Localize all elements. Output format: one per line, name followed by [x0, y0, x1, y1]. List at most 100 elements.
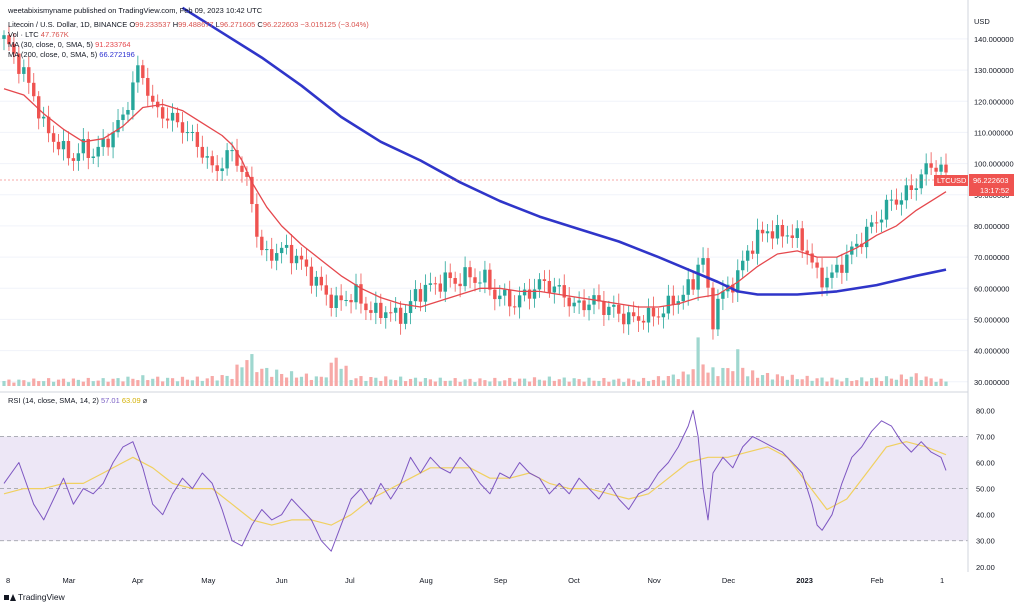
candle-body — [225, 150, 229, 169]
volume-bar — [716, 376, 720, 386]
volume-bar — [661, 380, 665, 386]
volume-bar — [116, 378, 120, 386]
rsi-tick-label: 50.00 — [976, 485, 995, 494]
candle-body — [175, 112, 180, 123]
candle-body — [557, 285, 561, 287]
volume-bar — [696, 337, 700, 386]
volume-bar — [706, 372, 710, 386]
price-tick-label: 30.000000 — [974, 378, 1009, 387]
volume-bar — [195, 376, 199, 386]
volume-bar — [418, 381, 423, 386]
volume-bar — [37, 381, 41, 386]
candle-body — [830, 272, 834, 278]
volume-bar — [622, 382, 626, 386]
candle-body — [354, 284, 358, 303]
volume-bar — [770, 379, 775, 386]
candle-body — [260, 236, 264, 251]
volume-bar — [691, 369, 695, 386]
candle-body — [265, 249, 269, 251]
volume-bar — [275, 369, 279, 386]
volume-bar — [681, 371, 685, 386]
candle-body — [294, 255, 299, 264]
volume-bar — [542, 380, 547, 386]
price-candles — [2, 25, 948, 340]
time-tick-label: Aug — [419, 576, 432, 585]
candle-body — [235, 150, 239, 166]
volume-bar — [914, 373, 918, 386]
volume-bar — [751, 370, 755, 386]
candle-body — [101, 138, 105, 147]
volume-bar — [810, 380, 814, 386]
volume-bar — [537, 379, 542, 386]
candle-body — [512, 306, 517, 308]
ma30-legend[interactable]: MA (30, close, 0, SMA, 5) 91.233764 — [8, 40, 131, 49]
volume-bar — [235, 364, 239, 386]
volume-bar — [215, 380, 219, 386]
candle-body — [884, 199, 889, 220]
candle-body — [205, 156, 209, 158]
candle-body — [215, 165, 219, 172]
volume-bar — [572, 378, 576, 386]
time-tick-label: Dec — [722, 576, 736, 585]
volume-bar — [577, 379, 581, 386]
candle-body — [626, 312, 631, 325]
volume-bar — [349, 379, 353, 386]
volume-bar — [785, 379, 789, 386]
candle-body — [116, 120, 120, 133]
volume-bar — [408, 378, 413, 386]
candle-body — [508, 289, 512, 307]
candle-body — [141, 65, 145, 78]
candle-body — [374, 302, 378, 313]
volume-bar — [731, 371, 735, 386]
time-tick-label: Feb — [871, 576, 884, 585]
candle-body — [572, 302, 576, 307]
volume-bar — [458, 381, 462, 386]
tradingview-footer[interactable]: TradingView — [4, 592, 65, 602]
candle-body — [46, 116, 51, 134]
volume-bar — [448, 380, 452, 386]
candle-body — [542, 279, 547, 281]
volume-bar — [205, 378, 209, 386]
volume-bar — [686, 374, 690, 386]
candle-body — [864, 226, 869, 248]
volume-bar — [369, 377, 373, 386]
volume-legend[interactable]: Vol · LTC 47.767K — [8, 30, 69, 39]
price-tick-label: 110.000000 — [974, 128, 1013, 137]
candle-body — [448, 272, 452, 279]
volume-bar — [522, 378, 527, 386]
ma200-legend[interactable]: MA (200, close, 0, SMA, 5) 66.272196 — [8, 50, 135, 59]
volume-bar — [765, 372, 770, 386]
candle-body — [37, 96, 41, 119]
candle-body — [498, 295, 502, 300]
volume-bar — [518, 378, 522, 386]
volume-bar — [180, 376, 185, 386]
volume-bar — [185, 379, 190, 386]
candle-body — [384, 312, 388, 319]
candle-body — [597, 295, 601, 302]
candle-body — [760, 229, 765, 234]
symbol-title[interactable]: Litecoin / U.S. Dollar, 1D, BINANCE — [8, 20, 128, 29]
candle-body — [304, 259, 309, 267]
candle-body — [825, 277, 829, 288]
volume-bar — [255, 372, 259, 386]
volume-bar — [413, 377, 418, 386]
candle-body — [2, 35, 6, 39]
candle-body — [840, 264, 844, 273]
volume-bar — [379, 380, 383, 386]
volume-bar — [175, 381, 180, 386]
time-tick-label: Jul — [345, 576, 355, 585]
symbol-line[interactable]: Litecoin / U.S. Dollar, 1D, BINANCE O99.… — [8, 20, 369, 29]
close-label: C — [257, 20, 263, 29]
volume-bar — [51, 381, 56, 386]
candle-body — [379, 302, 383, 319]
volume-bar — [944, 381, 948, 386]
rsi-legend[interactable]: RSI (14, close, SMA, 14, 2) 57.01 63.09 … — [8, 396, 147, 405]
candle-body — [711, 287, 715, 330]
candle-body — [230, 150, 234, 152]
candle-body — [646, 307, 651, 323]
candle-body — [770, 231, 775, 239]
volume-bar — [71, 378, 76, 386]
candle-body — [622, 313, 626, 325]
volume-bar — [820, 377, 824, 386]
